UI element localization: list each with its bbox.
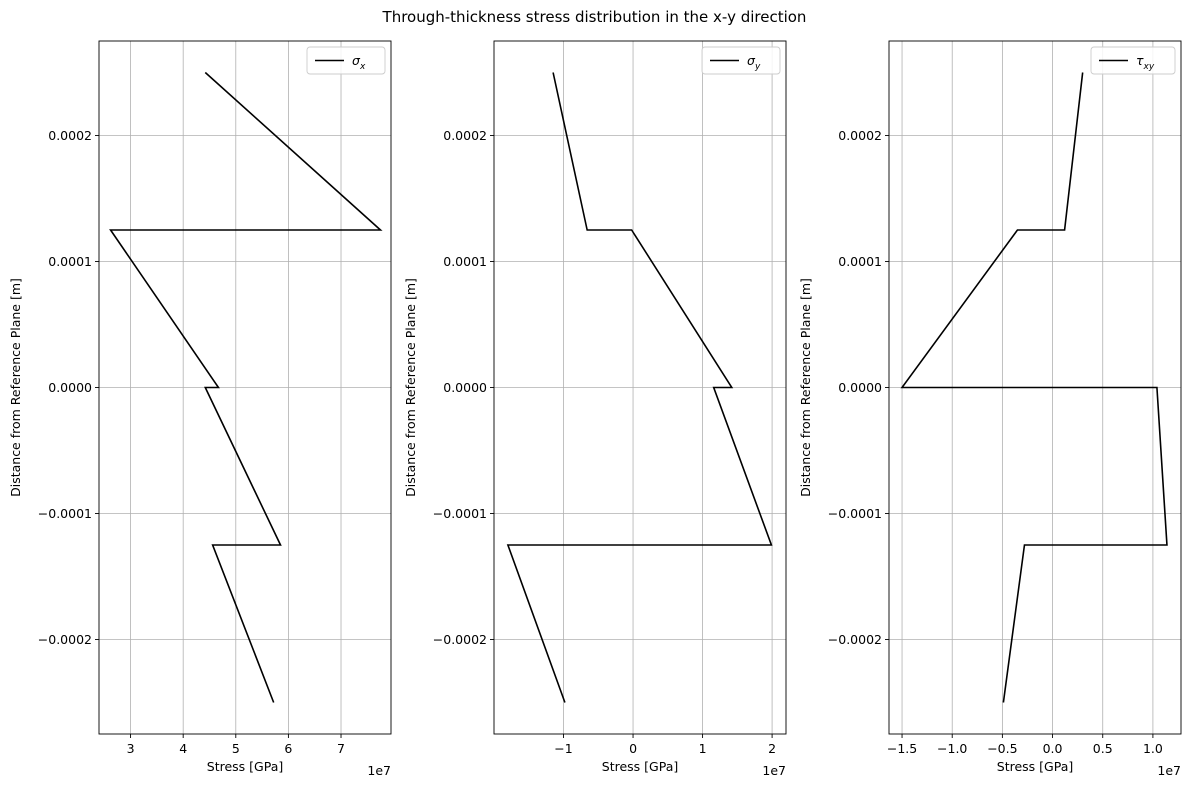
y-tick-label: −0.0001 [38, 506, 92, 521]
y-tick-label: 0.0002 [48, 128, 92, 143]
legend-box [701, 46, 781, 75]
y-tick-label: 0.0002 [443, 128, 487, 143]
legend: τxy [1090, 46, 1176, 75]
series-line [900, 72, 1168, 703]
y-tick-label: −0.0002 [38, 632, 92, 647]
legend-box [306, 46, 386, 75]
y-tick-label: 0.0001 [443, 254, 487, 269]
x-tick-label: 2 [768, 741, 776, 756]
y-tick-label: −0.0002 [433, 632, 487, 647]
x-axis-label: Stress [GPa] [997, 759, 1073, 774]
chart-panel-3: −1.5 −1.0 −0.5 0.0 0.5 1.0 0.0002 0.0001 0.0000 −… [798, 40, 1182, 778]
series-line [506, 72, 773, 703]
x-tick-label: 5 [232, 741, 240, 756]
legend: σx [306, 46, 386, 75]
x-tick-label: −0.5 [987, 741, 1017, 756]
x-offset-text: 1e7 [367, 763, 391, 778]
x-tick-label: 0.0 [1043, 741, 1063, 756]
y-axis-label: Distance from Reference Plane [m] [403, 278, 418, 497]
legend-label: τxy [1136, 53, 1155, 72]
x-tick-label: 0.5 [1093, 741, 1113, 756]
legend: σy [701, 46, 781, 75]
figure-title: Through-thickness stress distribution in… [382, 8, 807, 26]
y-tick-label: −0.0002 [828, 632, 882, 647]
y-axis-label: Distance from Reference Plane [m] [798, 278, 813, 497]
y-tick-label: −0.0001 [828, 506, 882, 521]
y-tick-label: 0.0000 [48, 380, 92, 395]
x-tick-label: 0 [629, 741, 637, 756]
x-axis-label: Stress [GPa] [207, 759, 283, 774]
x-tick-label: 4 [179, 741, 187, 756]
legend-label: σx [352, 53, 366, 72]
x-tick-label: 7 [337, 741, 345, 756]
x-tick-label: 1 [699, 741, 707, 756]
chart-panel-1: 3 4 5 6 7 0.0002 0.0001 0.0000 −0.0001 −0.0002 Str… [8, 40, 392, 778]
x-tick-label: 3 [127, 741, 135, 756]
y-tick-label: 0.0001 [48, 254, 92, 269]
legend-box [1090, 46, 1176, 75]
x-tick-label: 1.0 [1143, 741, 1163, 756]
x-offset-text: 1e7 [762, 763, 786, 778]
x-axis-label: Stress [GPa] [602, 759, 678, 774]
y-tick-label: 0.0001 [838, 254, 882, 269]
legend-label: σy [747, 53, 761, 72]
chart-panel-2: −1 0 1 2 0.0002 0.0001 0.0000 −0.0001 −0.0002 Str… [403, 40, 787, 778]
y-tick-label: 0.0002 [838, 128, 882, 143]
y-tick-label: −0.0001 [433, 506, 487, 521]
x-offset-text: 1e7 [1157, 763, 1181, 778]
x-tick-label: −1 [554, 741, 572, 756]
y-axis-label: Distance from Reference Plane [m] [8, 278, 23, 497]
x-tick-label: −1.5 [887, 741, 917, 756]
x-tick-label: −1.0 [937, 741, 967, 756]
x-tick-label: 6 [284, 741, 292, 756]
y-tick-label: 0.0000 [443, 380, 487, 395]
y-tick-label: 0.0000 [838, 380, 882, 395]
series-line [109, 71, 383, 703]
